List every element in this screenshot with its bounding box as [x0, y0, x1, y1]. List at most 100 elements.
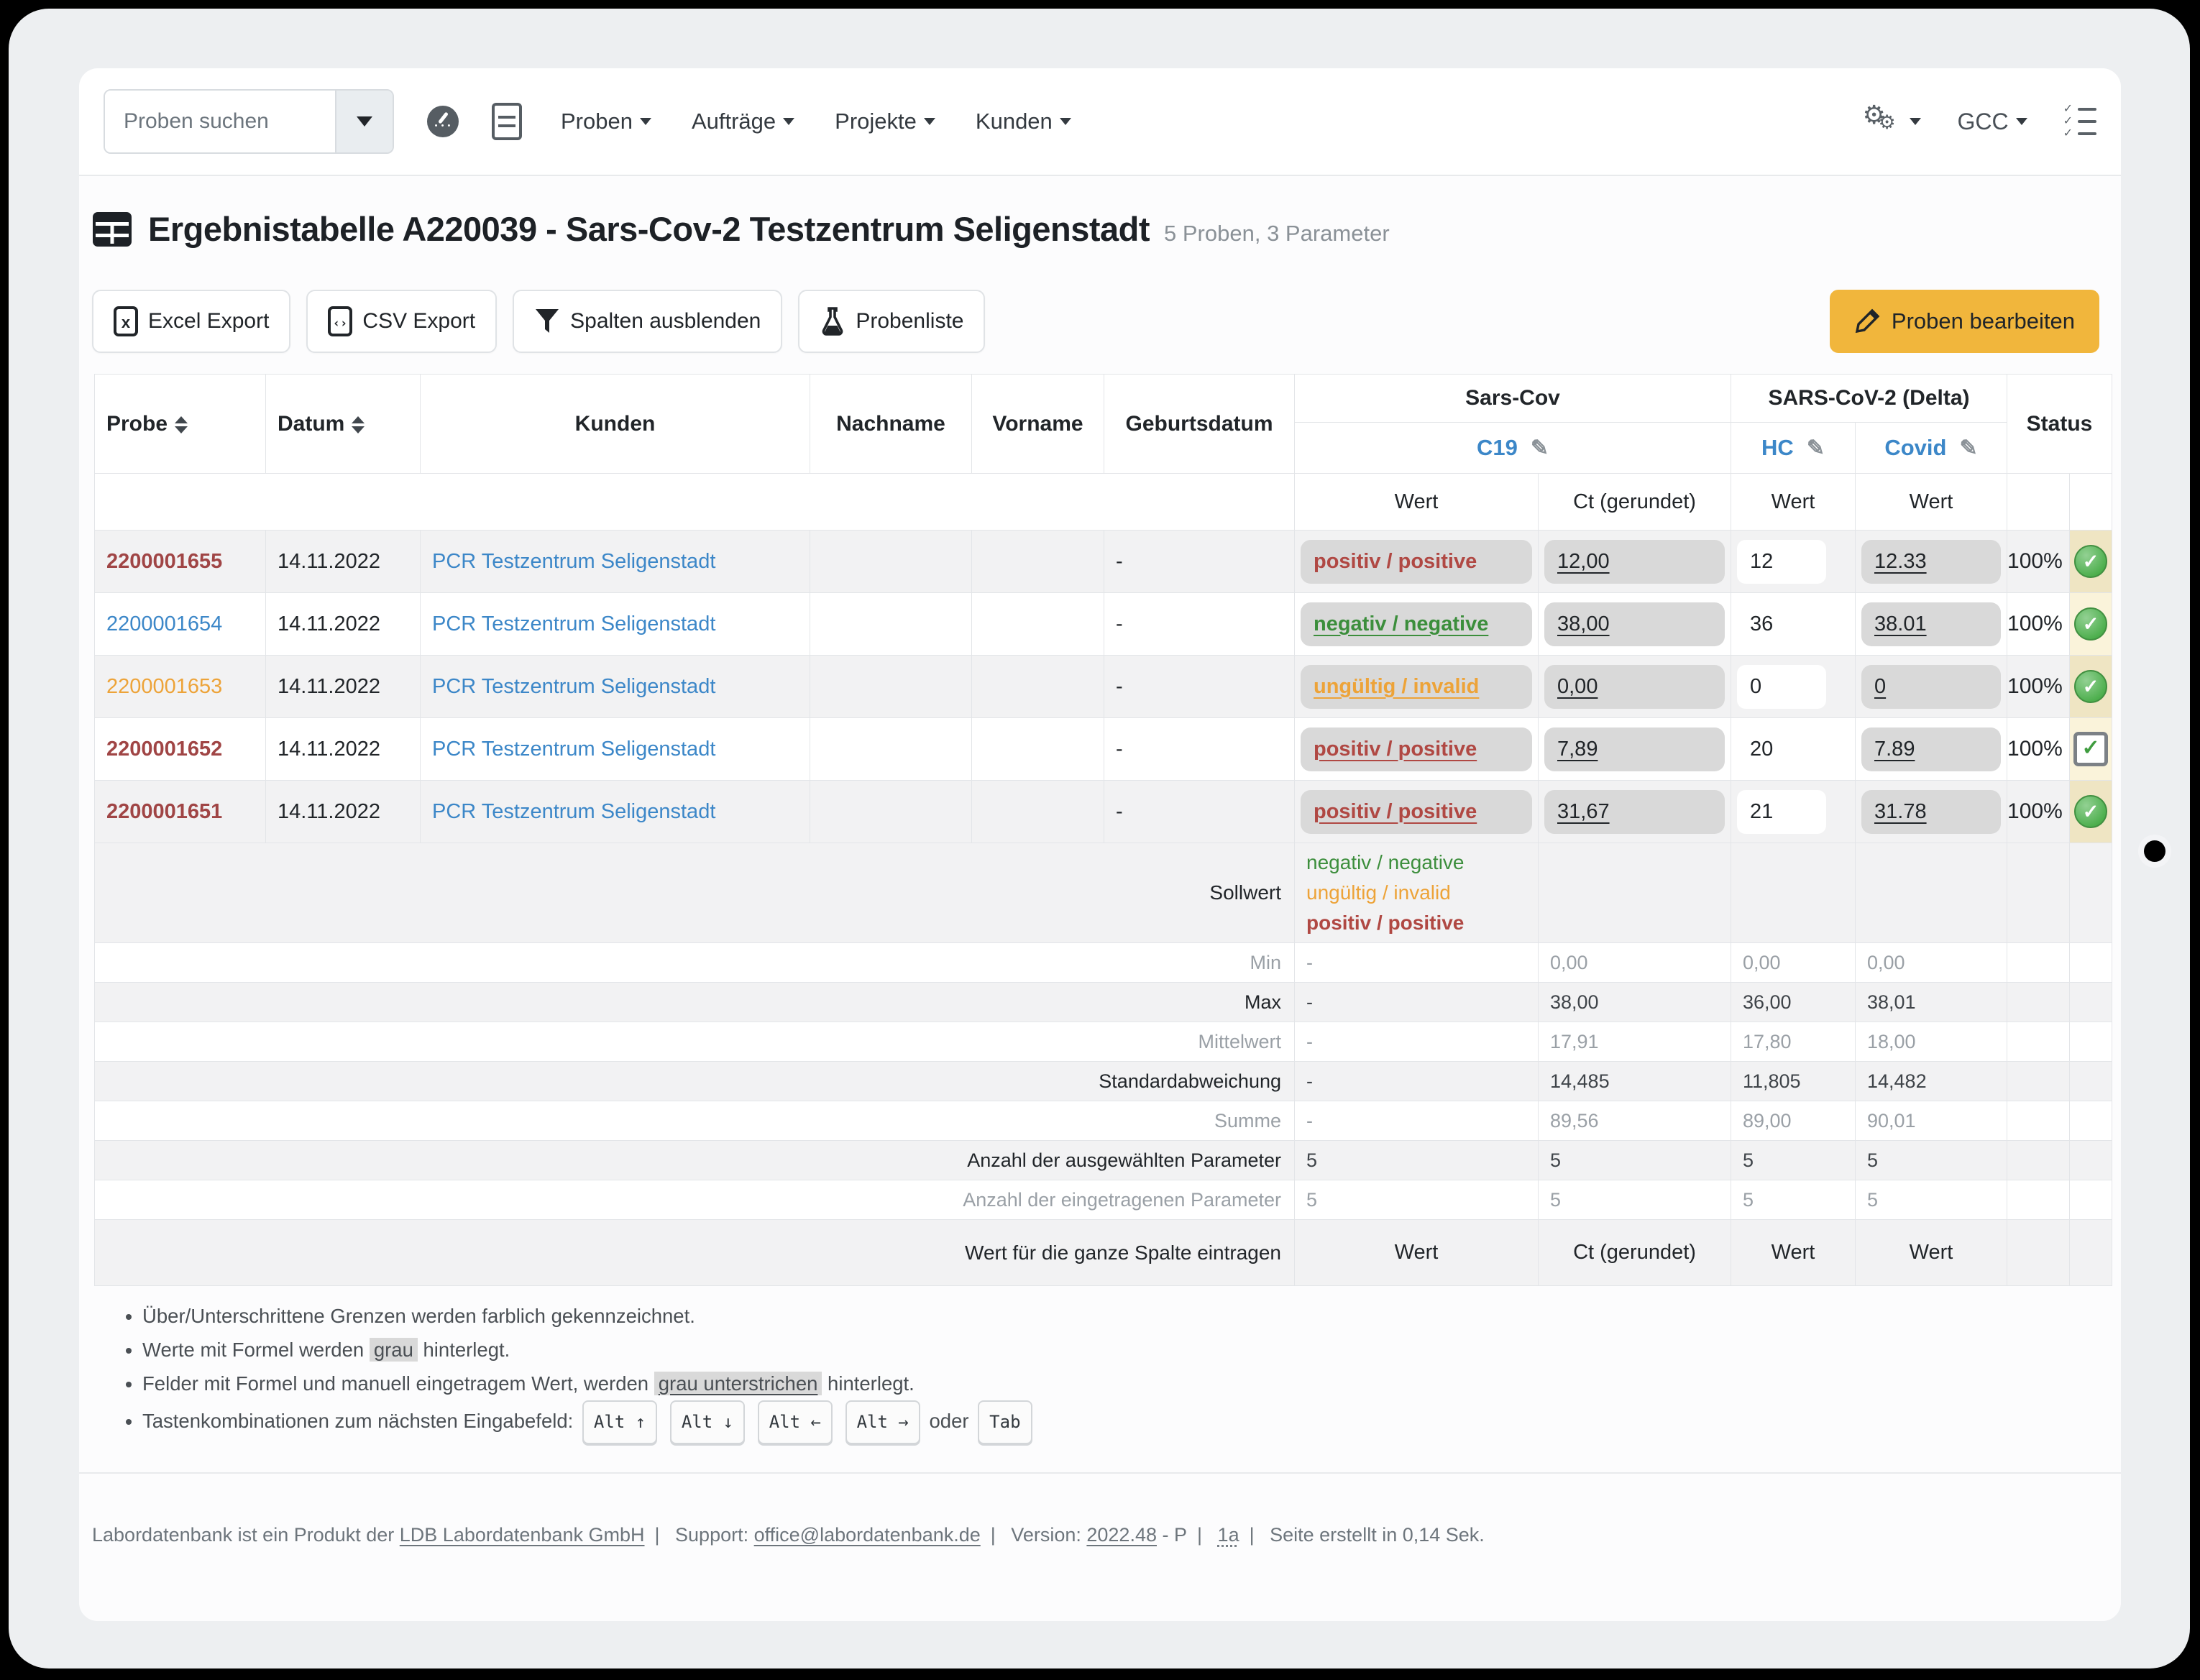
page-title: Ergebnistabelle A220039 - Sars-Cov-2 Tes…: [148, 209, 1150, 249]
menu-auftraege-label: Aufträge: [692, 109, 776, 134]
list-check-icon: ✓: [2063, 106, 2096, 113]
kbd-alt-down: Alt ↓: [670, 1400, 745, 1444]
edit-samples-button[interactable]: Proben bearbeiten: [1830, 290, 2099, 353]
probe-link[interactable]: 2200001654: [106, 612, 222, 635]
geburtsdatum-cell: -: [1104, 531, 1295, 593]
c19-value-field[interactable]: positiv / positive: [1301, 540, 1532, 584]
ct-value-field[interactable]: 0,00: [1544, 665, 1725, 709]
page-footer: Labordatenbank ist ein Produkt der LDB L…: [79, 1472, 2121, 1621]
table-row: 2200001652 14.11.2022 PCR Testzentrum Se…: [95, 718, 2112, 781]
sollwert-label: Sollwert: [95, 843, 1295, 943]
covid-value-field[interactable]: 38.01: [1861, 602, 2001, 646]
excel-export-button[interactable]: x Excel Export: [92, 290, 290, 353]
datum-cell: 14.11.2022: [266, 656, 421, 718]
ldb-gmbh-link[interactable]: LDB Labordatenbank GmbH: [400, 1524, 645, 1546]
probe-link[interactable]: 2200001651: [106, 800, 222, 823]
check-circle-icon: ✓: [2074, 795, 2107, 828]
kunde-link[interactable]: PCR Testzentrum Seligenstadt: [432, 800, 715, 823]
c19-value-field[interactable]: negativ / negative: [1301, 602, 1532, 646]
subheader-covid-wert: Wert: [1856, 474, 2007, 531]
search-dropdown-button[interactable]: [335, 91, 393, 152]
ct-value-field[interactable]: 31,67: [1544, 790, 1725, 834]
param-c19-link[interactable]: C19: [1477, 435, 1518, 460]
gray-highlight-sample: grau: [370, 1338, 418, 1362]
col-header-status: Status: [2007, 375, 2112, 474]
column-fill-label: Wert für die ganze Spalte eintragen: [95, 1220, 1295, 1286]
results-table-wrap: Probe Datum Kunden Nachname Vorname Gebu…: [94, 374, 2112, 1286]
excel-export-label: Excel Export: [148, 309, 269, 334]
menu-projekte[interactable]: Projekte: [835, 109, 935, 134]
fill-ct-link[interactable]: Ct (gerundet): [1539, 1220, 1731, 1286]
kbd-alt-right: Alt →: [845, 1400, 920, 1444]
fill-covid-wert-link[interactable]: Wert: [1856, 1220, 2007, 1286]
menu-auftraege[interactable]: Aufträge: [692, 109, 794, 134]
param-header-hc: HC ✎: [1731, 423, 1856, 474]
covid-value-field[interactable]: 7.89: [1861, 727, 2001, 771]
c19-value-field[interactable]: positiv / positive: [1301, 790, 1532, 834]
vorname-cell: [972, 718, 1104, 781]
csv-export-button[interactable]: ‹› CSV Export: [306, 290, 497, 353]
menu-proben[interactable]: Proben: [561, 109, 651, 134]
col-header-probe[interactable]: Probe: [95, 375, 266, 474]
probe-link[interactable]: 2200001653: [106, 675, 222, 698]
kunde-link[interactable]: PCR Testzentrum Seligenstadt: [432, 675, 715, 698]
check-circle-icon: ✓: [2074, 670, 2107, 703]
search-input[interactable]: [105, 91, 335, 152]
fill-hc-wert-link[interactable]: Wert: [1731, 1220, 1856, 1286]
ct-value-field[interactable]: 7,89: [1544, 727, 1725, 771]
kbd-tab: Tab: [978, 1400, 1032, 1444]
hide-columns-button[interactable]: Spalten ausblenden: [513, 290, 782, 353]
param-hc-link[interactable]: HC: [1761, 435, 1794, 460]
stat-row-summe: Summe - 89,56 89,00 90,01: [95, 1101, 2112, 1141]
chevron-down-icon: [783, 118, 794, 125]
top-toolbar: Proben Aufträge Projekte Kunden ⚙⚙: [79, 68, 2121, 176]
covid-value-field[interactable]: 12.33: [1861, 540, 2001, 584]
c19-value-field[interactable]: ungültig / invalid: [1301, 665, 1532, 709]
probe-link[interactable]: 2200001652: [106, 738, 222, 761]
nachname-cell: [810, 656, 972, 718]
note-formula-gray: Werte mit Formel werden grau hinterlegt.: [142, 1333, 1036, 1367]
hc-value-input[interactable]: 20: [1737, 727, 1826, 771]
kunde-link[interactable]: PCR Testzentrum Seligenstadt: [432, 612, 715, 635]
document-button[interactable]: [492, 103, 522, 140]
ct-value-field[interactable]: 12,00: [1544, 540, 1725, 584]
kunde-link[interactable]: PCR Testzentrum Seligenstadt: [432, 738, 715, 761]
menu-kunden[interactable]: Kunden: [976, 109, 1071, 134]
covid-value-field[interactable]: 0: [1861, 665, 2001, 709]
dashboard-button[interactable]: [427, 106, 459, 137]
task-list-button[interactable]: ✓ ✓ ✓: [2063, 106, 2096, 137]
hc-value-input[interactable]: 0: [1737, 665, 1826, 709]
col-header-geburtsdatum: Geburtsdatum: [1104, 375, 1295, 474]
table-row: 2200001651 14.11.2022 PCR Testzentrum Se…: [95, 781, 2112, 843]
chevron-down-icon: [1060, 118, 1071, 125]
probe-link[interactable]: 2200001655: [106, 550, 222, 573]
param-covid-link[interactable]: Covid: [1884, 435, 1946, 460]
subheader-c19-wert: Wert: [1295, 474, 1539, 531]
action-bar: x Excel Export ‹› CSV Export Spalten aus…: [92, 288, 2099, 354]
version-link[interactable]: 2022.48: [1086, 1524, 1157, 1546]
pencil-icon[interactable]: ✎: [1807, 436, 1825, 460]
revision-link[interactable]: 1a: [1218, 1524, 1239, 1546]
datum-cell: 14.11.2022: [266, 531, 421, 593]
support-email-link[interactable]: office@labordatenbank.de: [754, 1524, 981, 1546]
note-shortcuts: Tastenkombinationen zum nächsten Eingabe…: [142, 1400, 1036, 1444]
hc-value-input[interactable]: 21: [1737, 790, 1826, 834]
gray-underline-sample: grau unterstrichen: [654, 1372, 822, 1395]
account-menu[interactable]: GCC: [1957, 109, 2027, 135]
account-label: GCC: [1957, 109, 2008, 135]
table-row: 2200001655 14.11.2022 PCR Testzentrum Se…: [95, 531, 2112, 593]
hc-value-input[interactable]: 12: [1737, 540, 1826, 584]
sample-list-button[interactable]: Probenliste: [798, 290, 985, 353]
kunde-link[interactable]: PCR Testzentrum Seligenstadt: [432, 550, 715, 573]
col-header-datum[interactable]: Datum: [266, 375, 421, 474]
pencil-icon[interactable]: ✎: [1531, 436, 1549, 460]
c19-value-field[interactable]: positiv / positive: [1301, 727, 1532, 771]
covid-value-field[interactable]: 31.78: [1861, 790, 2001, 834]
ct-value-field[interactable]: 38,00: [1544, 602, 1725, 646]
group-header-sars-cov: Sars-Cov: [1295, 375, 1731, 423]
fill-c19-wert-link[interactable]: Wert: [1295, 1220, 1539, 1286]
sollwert-row: Sollwert negativ / negative ungültig / i…: [95, 843, 2112, 943]
settings-menu[interactable]: ⚙⚙: [1862, 104, 1921, 139]
hc-value-input[interactable]: 36: [1737, 602, 1826, 646]
pencil-icon[interactable]: ✎: [1960, 436, 1978, 460]
